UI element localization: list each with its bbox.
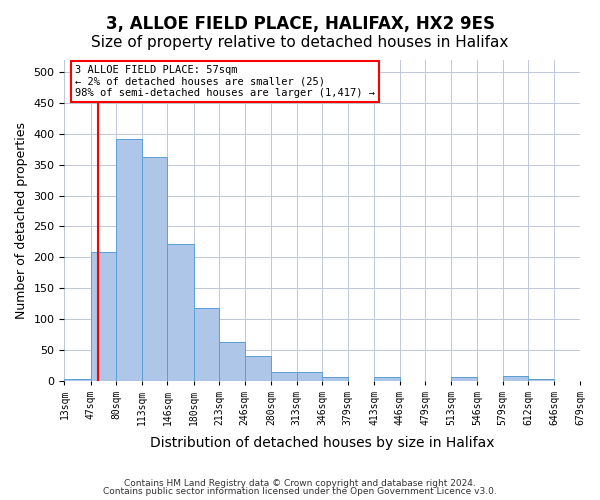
- Text: Size of property relative to detached houses in Halifax: Size of property relative to detached ho…: [91, 35, 509, 50]
- Text: 3, ALLOE FIELD PLACE, HALIFAX, HX2 9ES: 3, ALLOE FIELD PLACE, HALIFAX, HX2 9ES: [106, 15, 494, 33]
- Text: 3 ALLOE FIELD PLACE: 57sqm
← 2% of detached houses are smaller (25)
98% of semi-: 3 ALLOE FIELD PLACE: 57sqm ← 2% of detac…: [75, 65, 375, 98]
- Bar: [91, 252, 116, 380]
- Bar: [116, 139, 142, 380]
- Bar: [271, 372, 296, 380]
- Bar: [167, 244, 194, 380]
- Bar: [194, 308, 219, 380]
- Bar: [374, 377, 400, 380]
- Bar: [322, 377, 348, 380]
- Bar: [451, 377, 477, 380]
- X-axis label: Distribution of detached houses by size in Halifax: Distribution of detached houses by size …: [150, 436, 494, 450]
- Bar: [503, 376, 528, 380]
- Bar: [245, 356, 271, 380]
- Y-axis label: Number of detached properties: Number of detached properties: [15, 122, 28, 319]
- Text: Contains public sector information licensed under the Open Government Licence v3: Contains public sector information licen…: [103, 487, 497, 496]
- Bar: [219, 342, 245, 380]
- Bar: [142, 158, 167, 380]
- Bar: [296, 372, 322, 380]
- Text: Contains HM Land Registry data © Crown copyright and database right 2024.: Contains HM Land Registry data © Crown c…: [124, 478, 476, 488]
